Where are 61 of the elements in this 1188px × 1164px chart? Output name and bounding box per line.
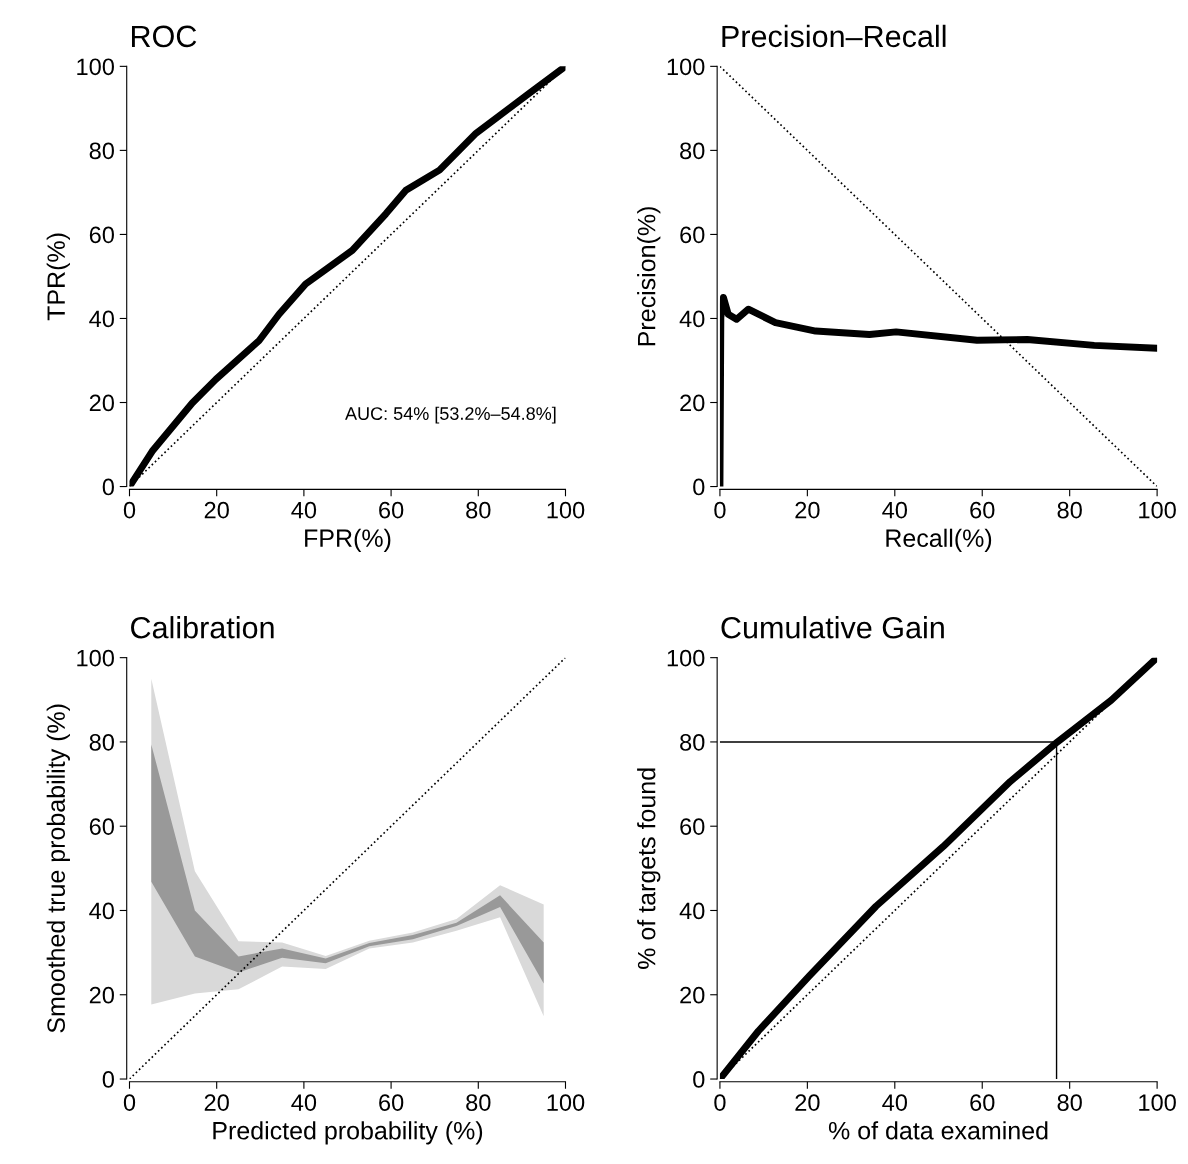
x-tick-label: 20 <box>204 1094 229 1111</box>
y-tick-label: 20 <box>680 986 705 1004</box>
y-tick-label: 60 <box>89 818 114 835</box>
x-tick-label: 20 <box>204 501 229 519</box>
x-tick-label: 40 <box>882 501 908 519</box>
x-tick-label: 60 <box>970 501 995 519</box>
y-tick-label: 40 <box>89 310 114 328</box>
x-axis-title: Predicted probability (%) <box>213 1121 483 1145</box>
y-tick-label: 60 <box>680 818 705 835</box>
x-tick-label: 80 <box>466 501 491 519</box>
x-tick-label: 100 <box>1139 1094 1176 1111</box>
y-tick-label: 100 <box>667 649 705 667</box>
y-axis-title: Precision(%) <box>637 207 661 346</box>
y-tick-label: 20 <box>89 394 114 412</box>
x-axis-title: Recall(%) <box>886 528 992 552</box>
y-tick-label: 0 <box>693 478 705 496</box>
x-tick-label: 20 <box>795 1094 820 1111</box>
y-tick-label: 0 <box>693 1071 705 1088</box>
y-tick-label: 100 <box>77 58 114 76</box>
y-axis-title: TPR(%) <box>46 233 70 321</box>
x-tick-label: 100 <box>547 501 585 519</box>
y-axis-title: % of targets found <box>637 768 661 969</box>
x-tick-label: 40 <box>291 501 317 519</box>
y-tick-label: 20 <box>89 986 114 1004</box>
x-tick-label: 100 <box>1139 501 1176 519</box>
x-tick-label: 0 <box>714 501 726 519</box>
y-tick-label: 80 <box>89 142 114 160</box>
chart-title: Cumulative Gain <box>721 616 944 639</box>
y-tick-label: 80 <box>89 734 114 751</box>
y-tick-label: 20 <box>680 394 705 412</box>
y-tick-label: 40 <box>89 902 114 920</box>
chart-title: Calibration <box>131 616 274 639</box>
y-tick-label: 60 <box>680 226 705 244</box>
x-tick-label: 80 <box>466 1094 491 1111</box>
x-axis-title: % of data examined <box>828 1121 1048 1140</box>
y-tick-label: 100 <box>667 58 705 76</box>
x-tick-label: 20 <box>795 501 820 519</box>
y-tick-label: 40 <box>679 310 705 328</box>
x-tick-label: 80 <box>1057 1094 1082 1111</box>
x-tick-label: 100 <box>547 1094 585 1111</box>
x-tick-label: 0 <box>714 1094 726 1111</box>
y-tick-label: 60 <box>89 226 114 244</box>
x-tick-label: 80 <box>1057 501 1082 519</box>
x-tick-label: 0 <box>123 1094 136 1111</box>
y-axis-title: Smoothed true probability (%) <box>46 704 70 1033</box>
y-tick-label: 0 <box>102 478 114 496</box>
y-tick-label: 0 <box>102 1071 114 1088</box>
x-tick-label: 60 <box>379 501 404 519</box>
x-axis-title: FPR(%) <box>305 528 391 552</box>
chart-title: ROC <box>132 25 197 48</box>
x-tick-label: 60 <box>970 1094 995 1111</box>
x-tick-label: 60 <box>379 1094 404 1111</box>
y-tick-label: 100 <box>77 649 114 667</box>
y-tick-label: 80 <box>680 734 705 751</box>
x-tick-label: 40 <box>291 1094 317 1111</box>
x-tick-label: 0 <box>123 501 136 519</box>
annotation: AUC: 54% [53.2%–54.8%] <box>345 406 556 424</box>
chart-title: Precision–Recall <box>722 24 946 48</box>
y-tick-label: 40 <box>679 902 705 920</box>
x-tick-label: 40 <box>882 1094 908 1111</box>
y-tick-label: 80 <box>680 142 705 160</box>
